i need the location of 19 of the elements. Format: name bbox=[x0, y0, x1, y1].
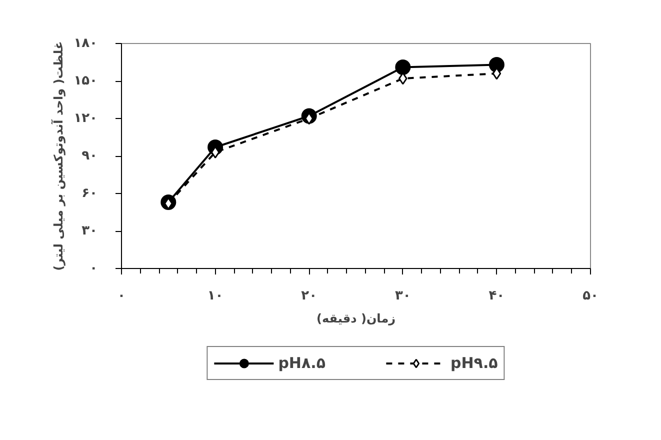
y-tick-label: ۱۲۰ bbox=[74, 111, 98, 126]
y-tick-label: ۳۰ bbox=[82, 224, 98, 238]
x-tick-label: ۳۰ bbox=[394, 288, 411, 304]
legend-label: pH۸.۵ bbox=[278, 354, 326, 372]
y-tick-label: ۹۰ bbox=[82, 148, 98, 164]
point bbox=[395, 60, 411, 75]
y-tick-label: ۱۵۰ bbox=[74, 74, 98, 88]
y-tick-label: ۰ bbox=[90, 261, 98, 276]
legend-label: pH۹.۵ bbox=[450, 354, 498, 372]
x-tick-label: ۲۰ bbox=[301, 288, 318, 304]
x-axis-title: زمان( دقیقه) bbox=[316, 312, 396, 326]
x-tick-label: ۵۰ bbox=[582, 288, 598, 304]
x-tick-label: ۱۰ bbox=[207, 288, 224, 304]
y-tick-label: ۱۸۰ bbox=[74, 36, 98, 51]
x-tick-label: ۴۰ bbox=[488, 288, 505, 304]
x-tick-label: ۰ bbox=[118, 288, 126, 304]
y-axis-title: غلظت( واحد آندوتوکسین بر میلی لیتر) bbox=[50, 41, 66, 271]
y-tick-label: ۶۰ bbox=[82, 186, 98, 201]
point bbox=[488, 57, 504, 72]
